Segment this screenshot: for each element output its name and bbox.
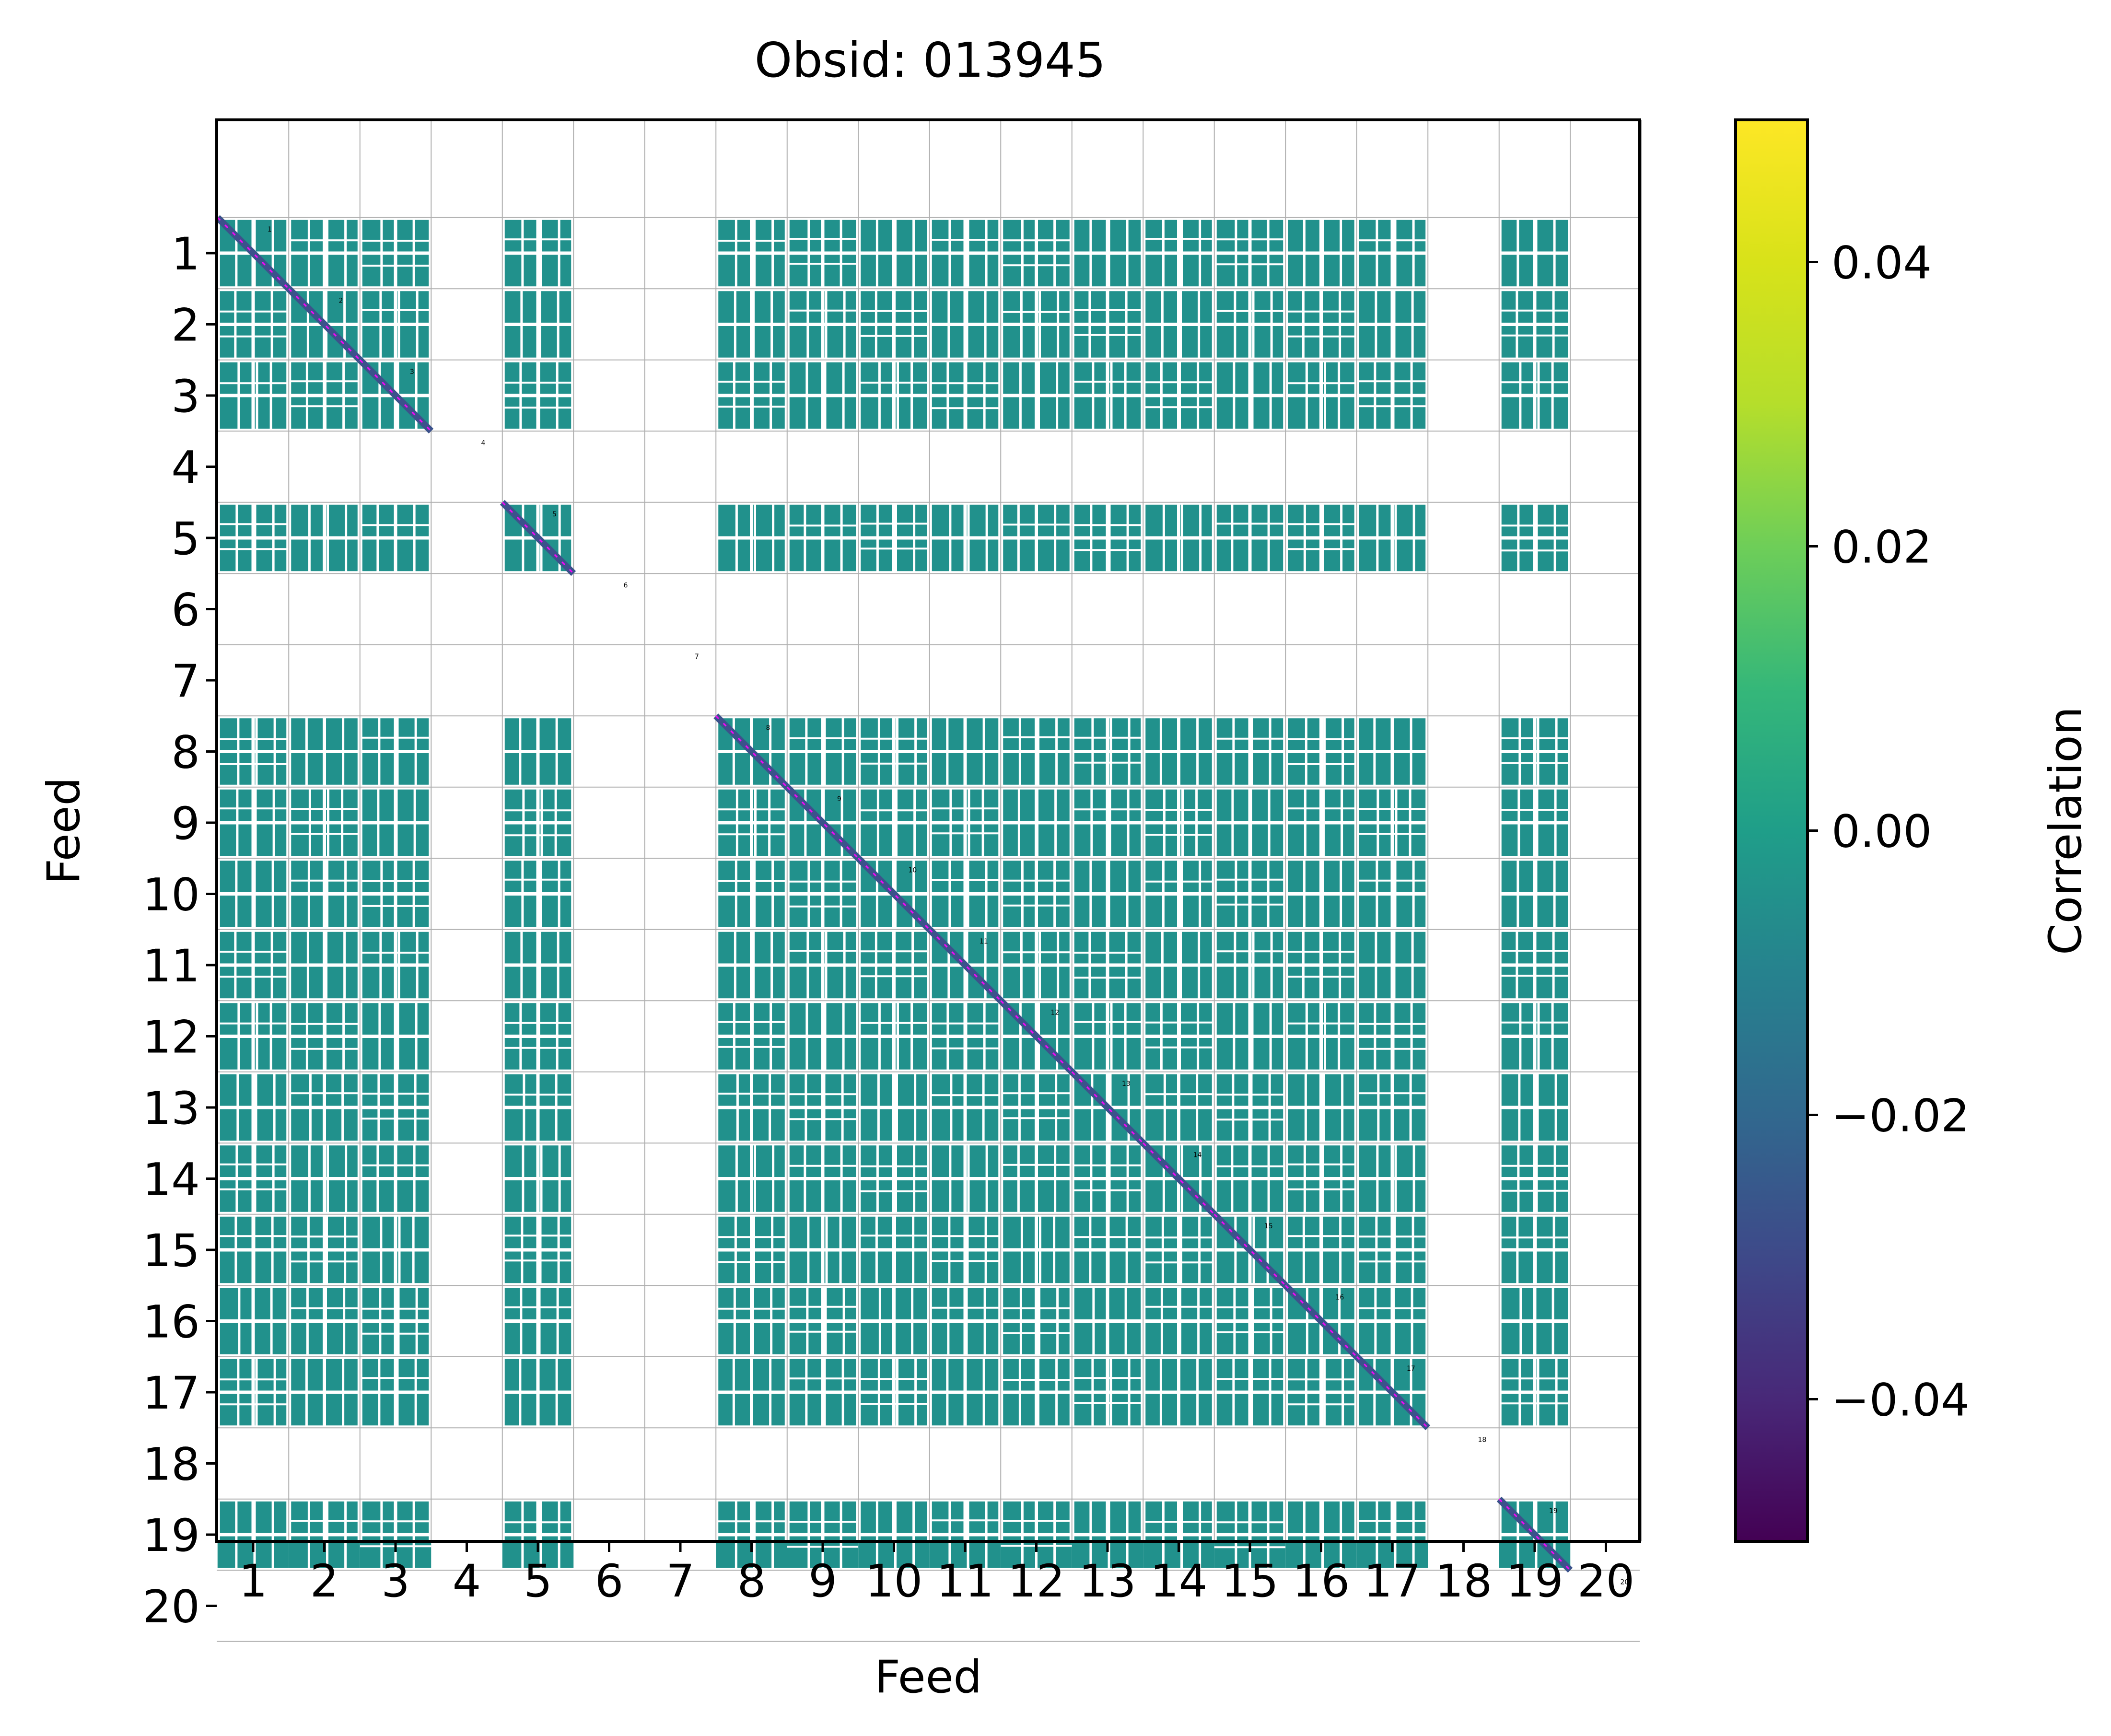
chart-title: Obsid: 013945 [755,32,1106,88]
feed-annotation: 2 [339,297,343,305]
feed-annotation: 1 [268,226,272,233]
x-tick-label: 3 [381,1555,410,1608]
y-tick-label: 10 [142,869,200,921]
x-tick-label: 4 [453,1555,481,1608]
diagonal-segment [1069,1069,1146,1146]
feed-annotation: 15 [1264,1223,1273,1230]
x-tick-label: 14 [1150,1555,1208,1608]
x-tick-label: 2 [310,1555,339,1608]
x-tick-label: 18 [1435,1555,1493,1608]
feed-annotation: 20 [1621,1579,1629,1586]
plot-frame [215,118,1641,1543]
feed-annotation: 19 [1549,1507,1558,1515]
colorbar-label: Correlation [2040,707,2092,955]
x-tick-label: 20 [1577,1555,1635,1608]
x-tick-label: 10 [865,1555,923,1608]
y-tick-label: 5 [171,513,200,565]
y-tick-label: 3 [171,371,200,423]
diagonal-segment [1141,1141,1217,1217]
x-tick-label: 13 [1079,1555,1136,1608]
feed-annotation: 17 [1407,1365,1415,1373]
y-tick-label: 20 [142,1581,200,1633]
colorbar-tick-label: 0.02 [1831,522,1932,574]
diagonal-segment [286,286,362,362]
diagonal-segment [1283,1283,1359,1359]
y-tick-label: 14 [142,1154,200,1206]
diagonal-segment [500,500,576,576]
feed-annotation: 5 [552,511,557,518]
y-tick-label: 12 [142,1012,200,1064]
feed-annotation: 7 [695,653,699,661]
diagonal-segment [998,998,1074,1074]
feed-annotation: 11 [980,938,988,945]
feed-annotation: 8 [766,724,770,732]
feed-annotation: 3 [410,368,414,376]
x-axis-label: Feed [875,1651,982,1703]
feed-annotation: 12 [1051,1009,1060,1017]
x-tick-label: 12 [1008,1555,1065,1608]
x-axis-ticks: 1 2 3 4 5 6 7 8 9 10 11 12 13 14 15 16 17 18 19 20 [239,1541,1634,1608]
diagonal [215,215,1573,1573]
diagonal-segment [215,215,292,291]
y-tick-label: 6 [171,584,200,637]
diagonal-segment [1212,1212,1288,1288]
colorbar-tick-label: −0.02 [1831,1090,1970,1142]
x-tick-label: 19 [1506,1555,1563,1608]
diagonal-segment [1354,1354,1431,1431]
colorbar-tick-label: 0.04 [1831,237,1932,290]
feed-annotation: 10 [909,867,917,874]
feed-annotation: 4 [481,440,486,447]
feed-annotation: 16 [1336,1294,1344,1302]
x-tick-label: 15 [1221,1555,1279,1608]
feed-annotation: 14 [1193,1152,1202,1159]
y-tick-label: 8 [171,727,200,779]
y-tick-label: 9 [171,798,200,850]
y-tick-label: 19 [142,1510,200,1562]
colorbar-ticks: 0.04 0.02 0.00 −0.02 −0.04 [1808,237,1970,1427]
colorbar [1734,118,1809,1543]
diagonal-segment [1496,1496,1573,1573]
x-tick-label: 11 [936,1555,994,1608]
y-tick-label: 17 [142,1367,200,1420]
diagonal-segment [713,713,790,790]
diagonal-segment [856,856,932,932]
y-tick-label: 2 [171,300,200,352]
colorbar-tick-label: 0.00 [1831,806,1932,858]
x-tick-label: 16 [1293,1555,1350,1608]
y-tick-label: 1 [171,228,200,280]
x-tick-label: 7 [666,1555,695,1608]
y-tick-label: 4 [171,442,200,494]
colorbar-tick-label: −0.04 [1831,1375,1970,1427]
feed-annotation: 9 [837,795,841,803]
y-tick-label: 16 [142,1296,200,1349]
y-axis-label: Feed [38,777,90,885]
y-tick-label: 15 [142,1225,200,1277]
diagonal-segment [357,357,434,434]
x-tick-label: 8 [737,1555,766,1608]
y-tick-label: 7 [171,655,200,708]
x-tick-label: 5 [524,1555,552,1608]
x-tick-label: 17 [1364,1555,1421,1608]
feed-annotation: 18 [1478,1436,1487,1444]
y-tick-label: 11 [142,940,200,992]
diagonal-segment [927,927,1003,1003]
y-tick-label: 18 [142,1439,200,1491]
feed-annotation: 6 [624,582,628,590]
x-tick-label: 1 [239,1555,268,1608]
diagonal-segment [784,784,861,861]
y-tick-label: 13 [142,1083,200,1135]
x-tick-label: 9 [808,1555,837,1608]
x-tick-label: 6 [595,1555,624,1608]
feed-annotation: 13 [1122,1080,1131,1088]
